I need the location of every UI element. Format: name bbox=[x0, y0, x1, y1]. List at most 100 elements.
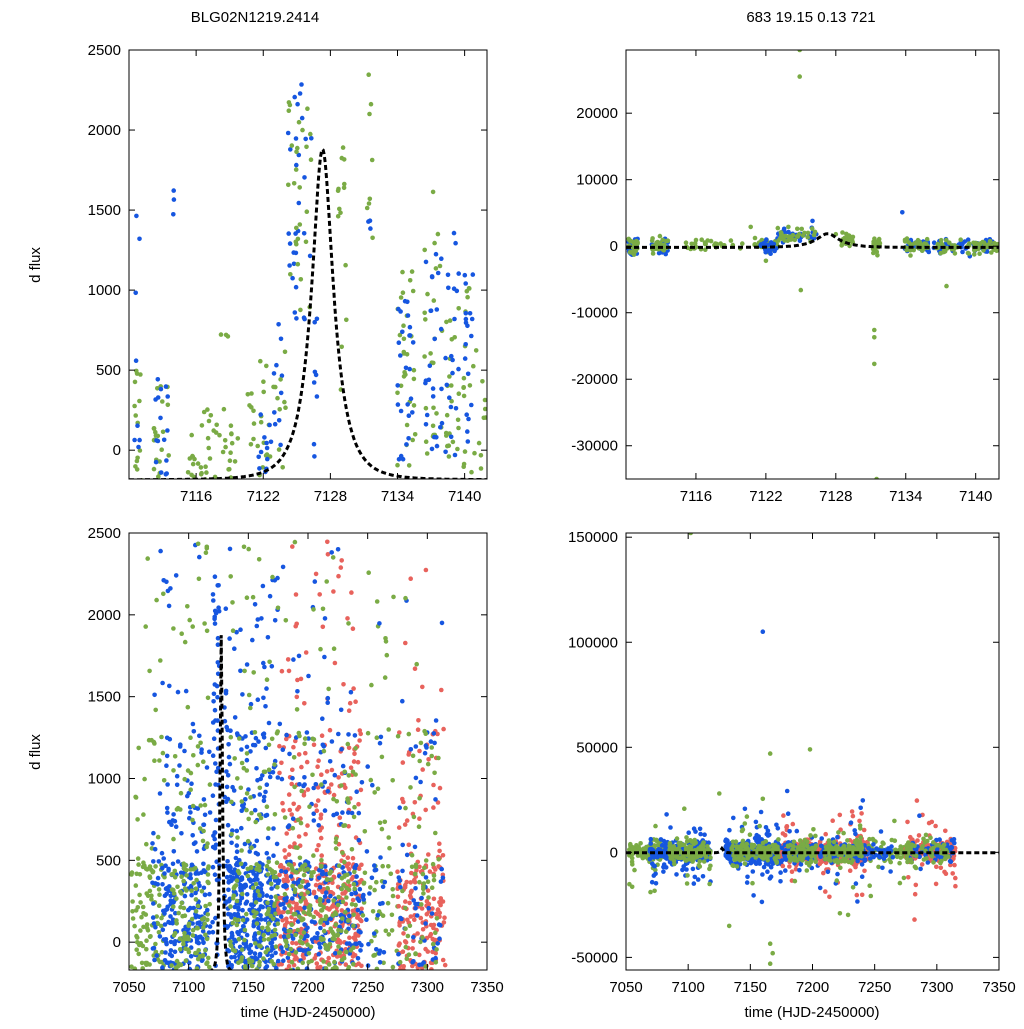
data-point bbox=[184, 863, 189, 868]
data-point bbox=[148, 876, 153, 881]
data-point bbox=[380, 864, 385, 869]
data-point bbox=[305, 926, 310, 931]
data-point bbox=[211, 930, 216, 935]
data-point bbox=[785, 238, 790, 243]
data-point bbox=[419, 902, 424, 907]
data-point bbox=[463, 281, 468, 286]
data-point bbox=[407, 901, 412, 906]
data-point bbox=[312, 743, 317, 748]
data-point bbox=[226, 467, 231, 472]
data-point bbox=[295, 689, 300, 694]
data-point bbox=[233, 715, 238, 720]
x-tick-label: 7140 bbox=[959, 488, 992, 505]
data-point bbox=[318, 828, 323, 833]
data-point bbox=[298, 222, 303, 227]
data-point bbox=[294, 167, 299, 172]
data-point bbox=[334, 922, 339, 927]
data-point bbox=[283, 892, 288, 897]
data-point bbox=[284, 618, 289, 623]
data-point bbox=[419, 896, 424, 901]
data-point bbox=[284, 940, 289, 945]
data-point bbox=[287, 862, 292, 867]
data-point bbox=[320, 870, 325, 875]
data-point bbox=[190, 818, 195, 823]
data-point bbox=[361, 895, 366, 900]
data-point bbox=[312, 890, 317, 895]
data-point bbox=[327, 907, 332, 912]
data-point bbox=[287, 108, 292, 113]
data-point bbox=[395, 869, 400, 874]
data-point bbox=[380, 755, 385, 760]
data-point bbox=[134, 214, 139, 219]
data-point bbox=[214, 423, 219, 428]
plot-area-top-left bbox=[129, 72, 488, 482]
data-point bbox=[235, 878, 240, 883]
data-point bbox=[668, 825, 673, 830]
data-point bbox=[727, 828, 732, 833]
data-point bbox=[138, 900, 143, 905]
data-point bbox=[278, 864, 283, 869]
data-point bbox=[172, 942, 177, 947]
data-point bbox=[406, 436, 411, 441]
data-point bbox=[400, 869, 405, 874]
data-point bbox=[370, 158, 375, 163]
data-point bbox=[352, 870, 357, 875]
data-point bbox=[254, 882, 259, 887]
data-point bbox=[271, 770, 276, 775]
data-point bbox=[274, 944, 279, 949]
data-point bbox=[195, 926, 200, 931]
data-point bbox=[372, 931, 377, 936]
data-point bbox=[176, 690, 181, 695]
data-point bbox=[254, 875, 259, 880]
data-point bbox=[430, 911, 435, 916]
data-point bbox=[268, 594, 273, 599]
data-point bbox=[253, 808, 258, 813]
data-point bbox=[765, 869, 770, 874]
data-point bbox=[136, 905, 141, 910]
data-point bbox=[403, 299, 408, 304]
data-point bbox=[396, 734, 401, 739]
data-point bbox=[408, 893, 413, 898]
data-point bbox=[158, 934, 163, 939]
data-point bbox=[840, 230, 845, 235]
data-point bbox=[408, 576, 413, 581]
data-point bbox=[469, 470, 474, 475]
data-point bbox=[265, 677, 270, 682]
data-point bbox=[287, 263, 292, 268]
data-point bbox=[449, 435, 454, 440]
data-point bbox=[171, 188, 176, 193]
data-point bbox=[810, 226, 815, 231]
data-point bbox=[872, 362, 877, 367]
data-point bbox=[207, 902, 212, 907]
data-point bbox=[306, 787, 311, 792]
data-point bbox=[370, 236, 375, 241]
data-point bbox=[404, 366, 409, 371]
data-point bbox=[202, 410, 207, 415]
data-point bbox=[693, 875, 698, 880]
data-point bbox=[206, 912, 211, 917]
data-point bbox=[432, 771, 437, 776]
data-point bbox=[272, 762, 277, 767]
data-point bbox=[264, 364, 269, 369]
y-tick-label: 10000 bbox=[576, 172, 618, 189]
data-point bbox=[304, 145, 309, 150]
data-point bbox=[312, 454, 317, 459]
data-point bbox=[377, 621, 382, 626]
y-tick-label: 1500 bbox=[88, 689, 121, 706]
data-point bbox=[135, 423, 140, 428]
data-point bbox=[420, 767, 425, 772]
data-point bbox=[648, 890, 653, 895]
data-point bbox=[286, 657, 291, 662]
data-point bbox=[238, 669, 243, 674]
data-point bbox=[463, 449, 468, 454]
data-point bbox=[358, 887, 363, 892]
data-point bbox=[784, 825, 789, 830]
data-point bbox=[340, 916, 345, 921]
data-point bbox=[438, 264, 443, 269]
ylabel-bottom-left: d flux bbox=[27, 734, 44, 770]
data-point bbox=[723, 839, 728, 844]
data-point bbox=[201, 823, 206, 828]
data-point bbox=[344, 929, 349, 934]
data-point bbox=[291, 745, 296, 750]
